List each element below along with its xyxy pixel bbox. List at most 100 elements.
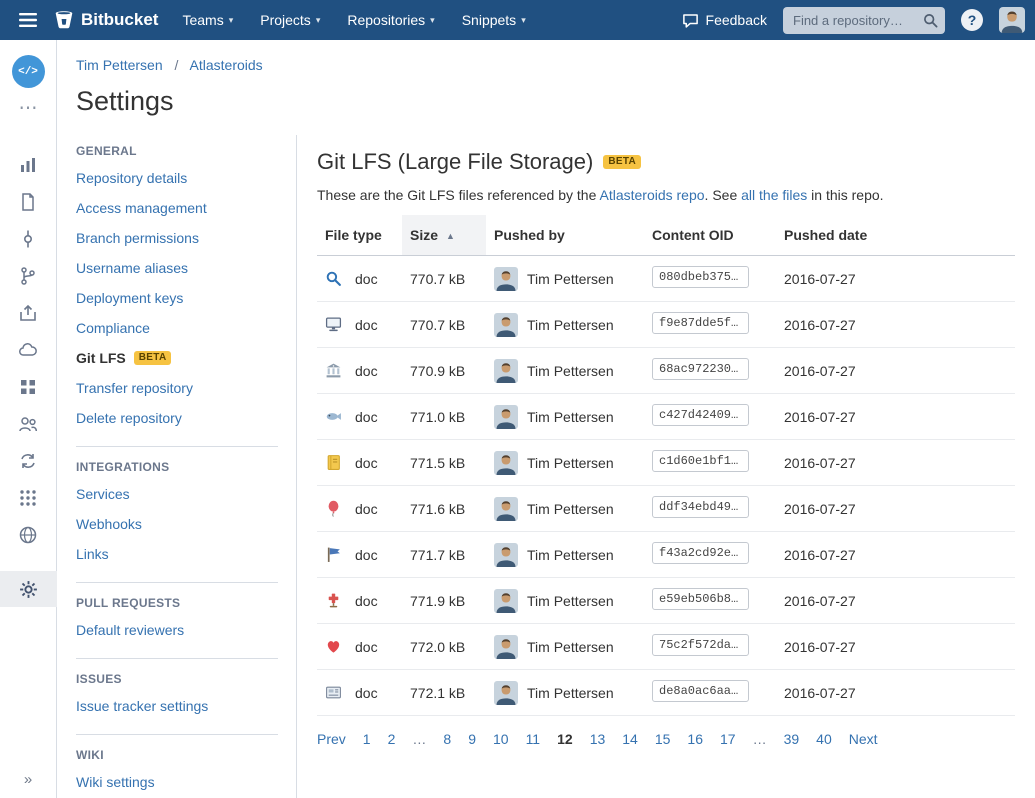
content-oid-value[interactable]: de8a0ac6aa… [652,680,749,702]
pagination-page-1[interactable]: 1 [362,731,371,747]
collapse-rail-button[interactable]: » [23,771,33,788]
search-input[interactable] [783,6,945,34]
nav-menu-snippets[interactable]: Snippets ▾ [462,12,526,28]
more-actions-icon[interactable]: ⋯ [18,98,38,119]
users-icon[interactable] [18,414,38,434]
rail-settings-item[interactable] [0,571,57,607]
sidebar-item-issue-tracker-settings[interactable]: Issue tracker settings [76,691,278,721]
pagination-page-2[interactable]: 2 [387,731,396,747]
pushed-by-avatar [494,266,518,291]
column-header-pushed-by[interactable]: Pushed by [486,215,644,256]
pagination-next[interactable]: Next [848,731,878,747]
table-row: doc 771.5 kB Tim Pettersen c1d60e1bf1… 2016-… [317,439,1015,486]
sidebar-item-compliance[interactable]: Compliance [76,313,278,343]
intro-suffix: in this repo. [807,187,884,203]
pagination-page-17[interactable]: 17 [720,731,736,747]
content-oid-value[interactable]: ddf34ebd49… [652,496,749,518]
breadcrumb-owner-link[interactable]: Tim Pettersen [76,57,163,73]
sidebar-item-label: Access management [76,200,207,216]
help-button[interactable]: ? [961,9,983,31]
breadcrumb-repo-link[interactable]: Atlasteroids [189,57,263,73]
table-row: doc 771.0 kB Tim Pettersen c427d42409… 2016-… [317,393,1015,440]
pagination-page-13[interactable]: 13 [589,731,606,747]
sidebar-item-delete-repository[interactable]: Delete repository [76,403,278,433]
pagination-page-14[interactable]: 14 [622,731,638,747]
column-header-size[interactable]: Size ▲ [402,215,486,256]
section-title-row: Git LFS (Large File Storage) BETA [317,149,1015,175]
sidebar-item-default-reviewers[interactable]: Default reviewers [76,615,278,645]
pushed-by-cell: Tim Pettersen [486,623,644,670]
branch-icon[interactable] [18,266,38,286]
sidebar-item-access-management[interactable]: Access management [76,193,278,223]
column-header-pushed-date[interactable]: Pushed date [776,215,1015,256]
search-icon [923,13,938,28]
nav-menu-teams[interactable]: Teams ▾ [182,12,233,28]
pushed-by-name: Tim Pettersen [527,408,614,425]
table-row: doc 771.6 kB Tim Pettersen ddf34ebd49… 2016-… [317,485,1015,532]
user-avatar[interactable] [999,7,1025,33]
settings-sidebar: GENERAL Repository details Access manageme… [57,135,296,798]
content-oid-value[interactable]: f43a2cd92e… [652,542,749,564]
content-oid-value[interactable]: c1d60e1bf1… [652,450,749,472]
nav-menu-label: Snippets [461,12,517,28]
content-oid-value[interactable]: 75c2f572da… [652,634,749,656]
sidebar-item-transfer-repository[interactable]: Transfer repository [76,373,278,403]
grid-icon[interactable] [18,377,38,397]
sidebar-item-webhooks[interactable]: Webhooks [76,509,278,539]
pushed-by-avatar [494,588,518,613]
sidebar-item-repository-details[interactable]: Repository details [76,163,278,193]
repo-link[interactable]: Atlasteroids repo [599,187,705,203]
nav-menu-repositories[interactable]: Repositories ▾ [347,12,434,28]
blocks-icon[interactable] [18,488,38,508]
content-oid-value[interactable]: e59eb506b8… [652,588,749,610]
pushed-by-cell: Tim Pettersen [486,485,644,532]
sidebar-item-links[interactable]: Links [76,539,278,569]
hamburger-menu-icon[interactable] [10,0,46,40]
nav-menu-projects[interactable]: Projects ▾ [260,12,320,28]
pushed-by-cell: Tim Pettersen [486,669,644,716]
repo-avatar[interactable]: </> [11,55,45,88]
cross-icon [325,592,342,609]
upload-icon[interactable] [18,303,38,323]
flag-icon [325,546,342,563]
pagination-prev[interactable]: Prev [317,731,346,747]
feedback-label: Feedback [705,12,767,28]
cloud-icon[interactable] [18,340,38,360]
sidebar-item-services[interactable]: Services [76,479,278,509]
column-header-content-oid[interactable]: Content OID [644,215,776,256]
pagination-page-9[interactable]: 9 [468,731,476,747]
sidebar-item-username-aliases[interactable]: Username aliases [76,253,278,283]
commits-icon[interactable] [18,229,38,249]
feedback-button[interactable]: Feedback [682,12,767,29]
pagination-page-8[interactable]: 8 [443,731,452,747]
chart-icon[interactable] [18,155,38,175]
pagination-page-40[interactable]: 40 [816,731,832,747]
pushed-date-cell: 2016-07-27 [776,393,1015,440]
pagination-page-39[interactable]: 39 [783,731,800,747]
bitbucket-logo[interactable]: Bitbucket [54,10,158,30]
sidebar-item-branch-permissions[interactable]: Branch permissions [76,223,278,253]
sidebar-item-git-lfs[interactable]: Git LFS BETA [76,343,278,373]
content-oid-value[interactable]: c427d42409… [652,404,749,426]
globe-icon[interactable] [18,525,38,545]
content-oid-value[interactable]: f9e87dde5f… [652,312,749,334]
pagination-page-11[interactable]: 11 [525,731,541,747]
content-oid-value[interactable]: 68ac972230… [652,358,749,380]
heart-icon [325,638,342,655]
document-icon[interactable] [18,192,38,212]
content-oid-value[interactable]: 080dbeb375… [652,266,749,288]
pushed-by-cell: Tim Pettersen [486,301,644,348]
sidebar-item-deployment-keys[interactable]: Deployment keys [76,283,278,313]
column-header-file-type[interactable]: File type [317,215,402,256]
sidebar-item-wiki-settings[interactable]: Wiki settings [76,767,278,797]
sidebar-section-title: GENERAL [76,144,137,158]
pagination-page-16[interactable]: 16 [687,731,703,747]
pagination-page-10[interactable]: 10 [492,731,509,747]
intro-middle: . See [704,187,742,203]
file-type-cell: doc [317,531,402,578]
all-files-link[interactable]: all the files [741,187,808,203]
pagination-page-15[interactable]: 15 [654,731,671,747]
cycle-icon[interactable] [18,451,38,471]
size-cell: 771.5 kB [402,439,486,486]
sidebar-section-pull-requests: PULL REQUESTS Default reviewers [76,582,278,645]
